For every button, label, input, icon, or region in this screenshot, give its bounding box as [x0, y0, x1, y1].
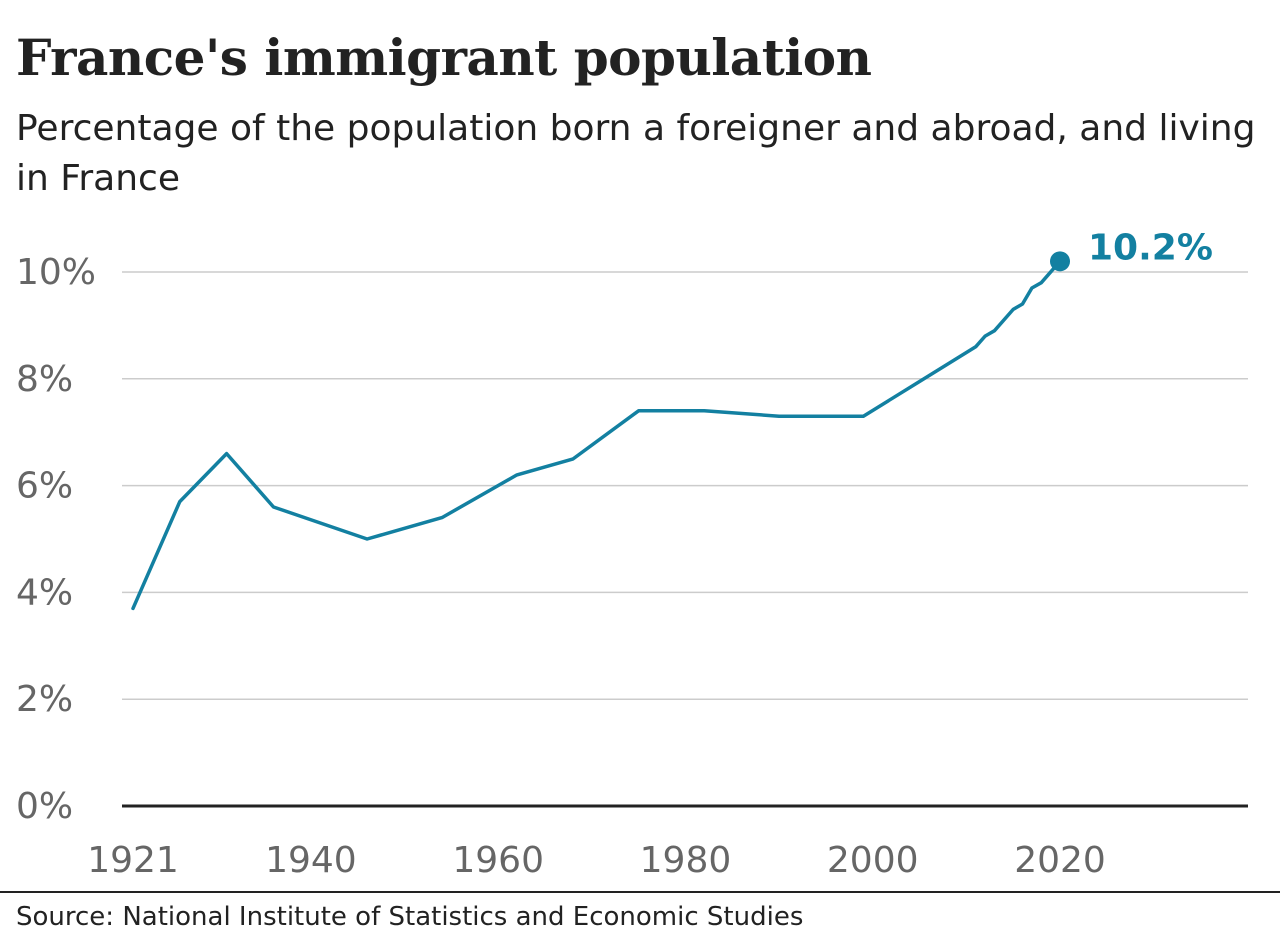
- y-tick-label: 4%: [16, 572, 73, 613]
- x-tick-label: 2020: [1014, 840, 1106, 881]
- chart-subtitle: Percentage of the population born a fore…: [16, 108, 1256, 199]
- y-tick-label: 8%: [16, 359, 73, 400]
- footer-divider: [0, 891, 1280, 893]
- y-tick-label: 6%: [16, 466, 73, 507]
- end-point-marker: [1050, 251, 1070, 272]
- x-tick-label: 1940: [265, 840, 357, 881]
- y-tick-label: 10%: [16, 252, 96, 293]
- series-line: [131, 259, 1062, 611]
- y-tick-label: 2%: [16, 679, 73, 720]
- x-tick-label: 2000: [827, 840, 919, 881]
- x-tick-label: 1921: [87, 840, 179, 881]
- end-value-label: 10.2%: [1088, 227, 1213, 268]
- y-tick-label: 0%: [16, 786, 73, 827]
- x-tick-label: 1960: [452, 840, 544, 881]
- chart-title: France's immigrant population: [16, 28, 872, 87]
- x-tick-label: 1980: [640, 840, 732, 881]
- source-note: Source: National Institute of Statistics…: [16, 902, 804, 932]
